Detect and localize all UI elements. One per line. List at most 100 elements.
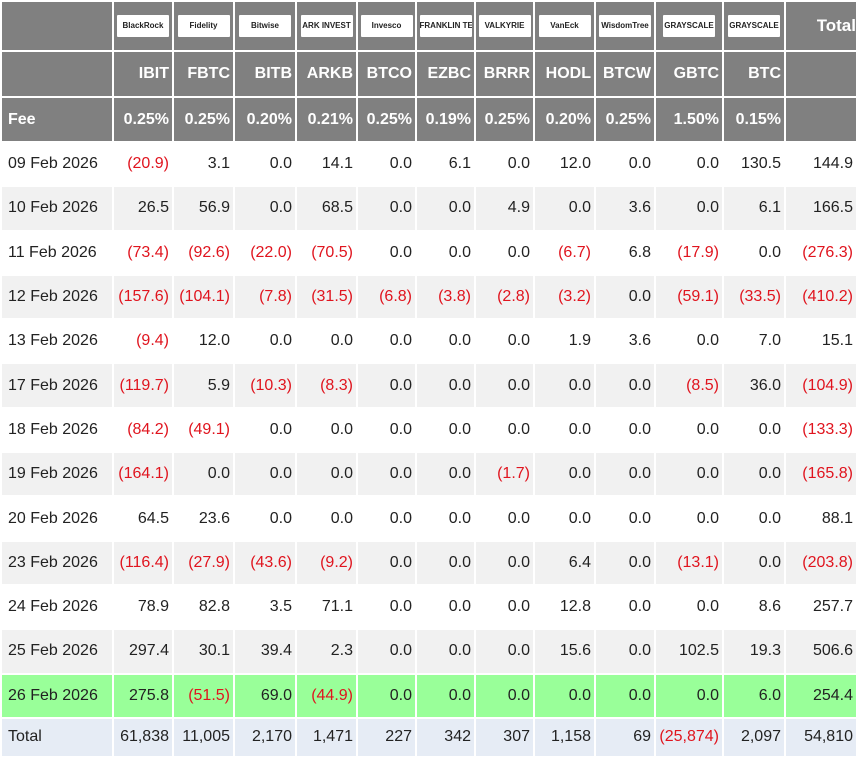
flow-value: 130.5 xyxy=(722,140,786,188)
flow-value: 0.0 xyxy=(415,229,476,276)
flow-value: 0.0 xyxy=(233,318,297,365)
flow-value: 6.0 xyxy=(722,672,786,719)
date: 11 Feb 2026 xyxy=(0,229,114,276)
flow-value: 0.0 xyxy=(233,140,297,188)
flow-value: (203.8) xyxy=(784,539,858,586)
issuer-logo: VALKYRIE xyxy=(478,15,531,37)
flow-value: (33.5) xyxy=(722,273,786,321)
flow-value: 0.0 xyxy=(722,495,786,542)
logo-cell: ARK INVEST xyxy=(295,0,358,52)
logo-cell: BlackRock xyxy=(112,0,174,52)
fee: 1.50% xyxy=(654,96,724,143)
flow-value: 0.0 xyxy=(356,451,417,498)
flow-value: 0.0 xyxy=(533,185,596,232)
flow-value: 506.6 xyxy=(784,628,858,675)
flow-value: 0.0 xyxy=(356,406,417,454)
total-value: (25,874) xyxy=(654,716,724,758)
flow-value: (73.4) xyxy=(112,229,174,276)
flow-value: 64.5 xyxy=(112,495,174,542)
flow-value: 68.5 xyxy=(295,185,358,232)
fee: 0.25% xyxy=(474,96,535,143)
fee-label: Fee xyxy=(0,96,114,143)
issuer-logo: WisdomTree xyxy=(599,15,651,37)
flow-value: 2.3 xyxy=(295,628,358,675)
total-value: 227 xyxy=(356,716,417,758)
data-row: 25 Feb 2026 297.4 30.1 39.4 2.3 0.0 0.0 0.0 15.6… xyxy=(0,628,858,675)
data-row: 17 Feb 2026 (119.7) 5.9 (10.3) (8.3) 0.0 0.0 0.… xyxy=(0,362,858,409)
flow-value: 0.0 xyxy=(233,406,297,454)
flow-value: 0.0 xyxy=(415,318,476,365)
flow-value: (13.1) xyxy=(654,539,724,586)
date: 09 Feb 2026 xyxy=(0,140,114,188)
flow-value: 4.9 xyxy=(474,185,535,232)
flow-value: (164.1) xyxy=(112,451,174,498)
flow-value: 0.0 xyxy=(233,495,297,542)
flow-value: 0.0 xyxy=(474,539,535,586)
logo-cell: FRANKLIN TEMPLETON xyxy=(415,0,476,52)
flow-value: 0.0 xyxy=(356,628,417,675)
logo-cell: GRAYSCALE xyxy=(654,0,724,52)
flow-value: 26.5 xyxy=(112,185,174,232)
flow-value: 19.3 xyxy=(722,628,786,675)
flow-value: 0.0 xyxy=(415,451,476,498)
total-value: 1,158 xyxy=(533,716,596,758)
flow-value: (10.3) xyxy=(233,362,297,409)
flow-value: (9.4) xyxy=(112,318,174,365)
logo-cell: GRAYSCALE xyxy=(722,0,786,52)
flow-value: 3.5 xyxy=(233,583,297,631)
flow-value: (51.5) xyxy=(172,672,235,719)
total-head-cell: Total xyxy=(784,0,858,52)
flow-value: 0.0 xyxy=(474,229,535,276)
flow-value: 0.0 xyxy=(356,140,417,188)
ticker: BTC xyxy=(722,50,786,98)
flow-value: 0.0 xyxy=(722,451,786,498)
flow-value: 0.0 xyxy=(233,185,297,232)
logo-row: BlackRock Fidelity Bitwise ARK INVEST Invesc… xyxy=(0,0,858,52)
logo-cell: VALKYRIE xyxy=(474,0,535,52)
fee: 0.15% xyxy=(722,96,786,143)
date: 18 Feb 2026 xyxy=(0,406,114,454)
flow-value: (9.2) xyxy=(295,539,358,586)
flow-value: 0.0 xyxy=(415,628,476,675)
flow-value: 166.5 xyxy=(784,185,858,232)
issuer-logo: ARK INVEST xyxy=(300,15,353,37)
data-row: 18 Feb 2026 (84.2) (49.1) 0.0 0.0 0.0 0.0 0.0 0.… xyxy=(0,406,858,454)
flow-value: 0.0 xyxy=(722,229,786,276)
flow-value: 0.0 xyxy=(533,495,596,542)
data-row: 11 Feb 2026 (73.4) (92.6) (22.0) (70.5) 0.0 0.… xyxy=(0,229,858,276)
total-value: 342 xyxy=(415,716,476,758)
total-value: 11,005 xyxy=(172,716,235,758)
flow-value: 3.6 xyxy=(594,185,656,232)
flow-value: 0.0 xyxy=(594,451,656,498)
flow-value: 0.0 xyxy=(594,140,656,188)
flow-value: 0.0 xyxy=(474,318,535,365)
ticker: IBIT xyxy=(112,50,174,98)
corner-cell xyxy=(0,50,114,98)
issuer-logo: VanEck xyxy=(538,15,591,37)
flow-value: (7.8) xyxy=(233,273,297,321)
flow-value: 0.0 xyxy=(474,495,535,542)
total-value: 1,471 xyxy=(295,716,358,758)
flow-value: 0.0 xyxy=(594,539,656,586)
fee: 0.25% xyxy=(112,96,174,143)
total-row: Total 61,838 11,005 2,170 1,471 227 342 307 1,15… xyxy=(0,716,858,758)
flow-value: 0.0 xyxy=(654,406,724,454)
flow-value: 0.0 xyxy=(295,495,358,542)
flow-value: (133.3) xyxy=(784,406,858,454)
fee: 0.25% xyxy=(594,96,656,143)
flow-value: 0.0 xyxy=(415,583,476,631)
flow-value: 39.4 xyxy=(233,628,297,675)
flow-value: 144.9 xyxy=(784,140,858,188)
fee: 0.20% xyxy=(233,96,297,143)
flow-value: 14.1 xyxy=(295,140,358,188)
flow-value: 0.0 xyxy=(654,318,724,365)
flow-value: (1.7) xyxy=(474,451,535,498)
date: 20 Feb 2026 xyxy=(0,495,114,542)
date: 17 Feb 2026 xyxy=(0,362,114,409)
flow-value: 0.0 xyxy=(654,583,724,631)
flow-value: 23.6 xyxy=(172,495,235,542)
issuer-logo: Invesco xyxy=(360,15,413,37)
logo-cell: WisdomTree xyxy=(594,0,656,52)
flow-value: (44.9) xyxy=(295,672,358,719)
